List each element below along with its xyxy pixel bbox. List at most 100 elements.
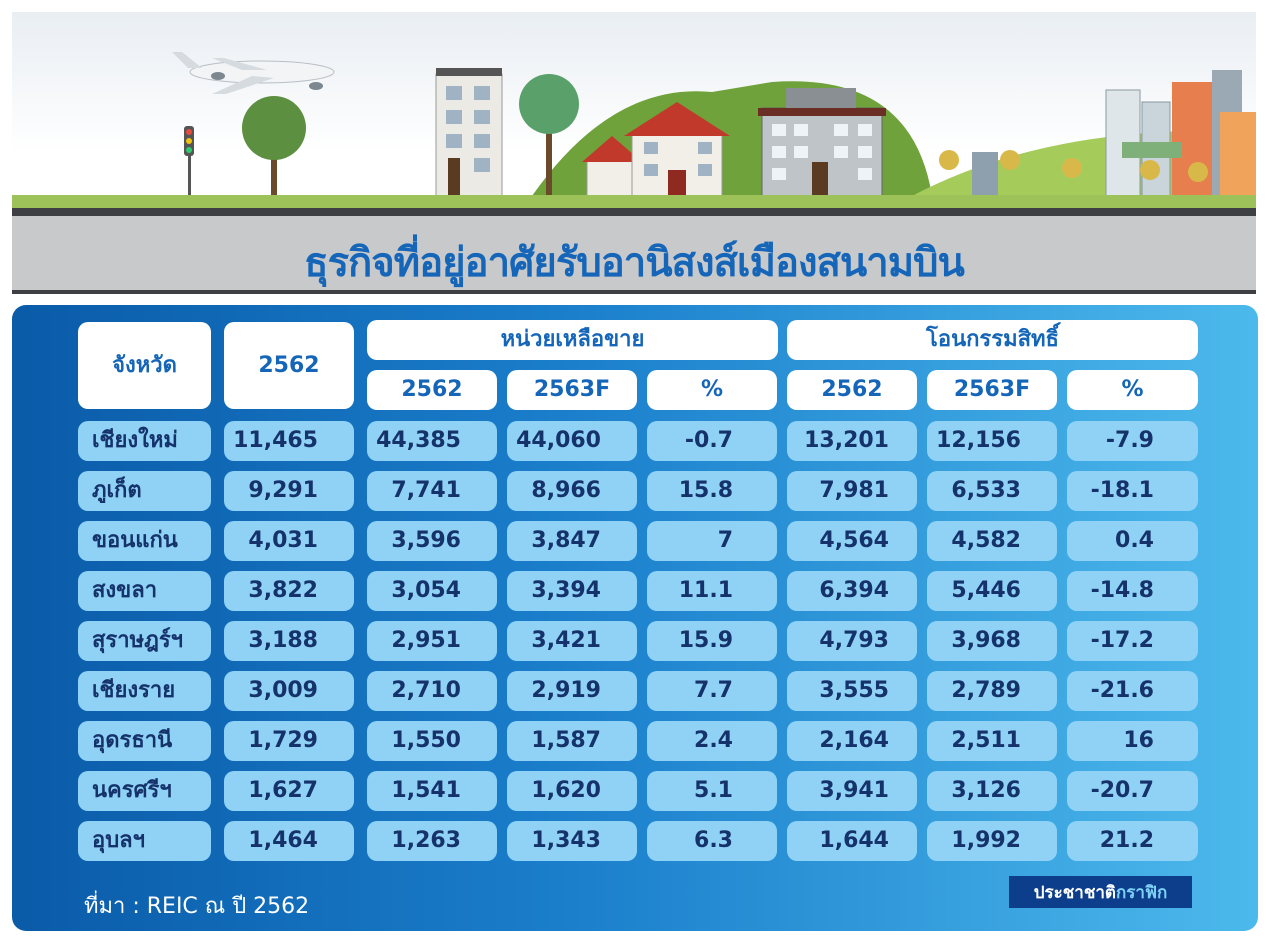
value-cell: 2,951 <box>367 621 497 661</box>
grass-strip <box>12 195 1256 212</box>
source-note: ที่มา : REIC ณ ปี 2562 <box>84 894 310 919</box>
percent-cell: -20.7 <box>1067 771 1198 811</box>
value-cell: 4,582 <box>927 521 1057 561</box>
page-title: ธุรกิจที่อยู่อาศัยรับอานิสงส์เมืองสนามบิ… <box>304 240 965 286</box>
header-transfer-2562: 2562 <box>787 370 917 410</box>
header-unsold-2563f: 2563F <box>507 370 637 410</box>
value-cell: 1,644 <box>787 821 917 861</box>
value-cell: 1,729 <box>224 721 354 761</box>
province-cell: ภูเก็ต <box>78 471 211 511</box>
value-cell: 9,291 <box>224 471 354 511</box>
province-cell: เชียงราย <box>78 671 211 711</box>
percent-cell: 7.7 <box>647 671 777 711</box>
value-cell: 13,201 <box>787 421 917 461</box>
value-cell: 4,564 <box>787 521 917 561</box>
value-cell: 3,968 <box>927 621 1057 661</box>
brand-part1: ประชาชาติ <box>1033 882 1116 903</box>
value-cell: 11,465 <box>224 421 354 461</box>
percent-cell: 0.4 <box>1067 521 1198 561</box>
percent-cell: 5.1 <box>647 771 777 811</box>
apartment-building-icon <box>758 88 886 197</box>
value-cell: 2,919 <box>507 671 637 711</box>
province-cell: อุดรธานี <box>78 721 211 761</box>
percent-cell: 16 <box>1067 721 1198 761</box>
percent-cell: 15.9 <box>647 621 777 661</box>
value-cell: 2,789 <box>927 671 1057 711</box>
value-cell: 1,620 <box>507 771 637 811</box>
tree-icon <box>939 150 1208 182</box>
header-unsold-units: หน่วยเหลือขาย <box>367 320 778 360</box>
value-cell: 7,981 <box>787 471 917 511</box>
value-cell: 3,188 <box>224 621 354 661</box>
cityscape-illustration <box>172 52 1256 197</box>
value-cell: 5,446 <box>927 571 1057 611</box>
percent-cell: -17.2 <box>1067 621 1198 661</box>
header-year-2562: 2562 <box>224 322 354 409</box>
percent-cell: -14.8 <box>1067 571 1198 611</box>
value-cell: 6,533 <box>927 471 1057 511</box>
house-icon <box>582 102 730 197</box>
province-cell: เชียงใหม่ <box>78 421 211 461</box>
value-cell: 4,793 <box>787 621 917 661</box>
tree-icon <box>519 74 579 196</box>
value-cell: 8,966 <box>507 471 637 511</box>
percent-cell: 6.3 <box>647 821 777 861</box>
value-cell: 4,031 <box>224 521 354 561</box>
illustration-banner <box>12 12 1256 212</box>
value-cell: 3,822 <box>224 571 354 611</box>
percent-cell: -21.6 <box>1067 671 1198 711</box>
value-cell: 3,421 <box>507 621 637 661</box>
province-cell: สงขลา <box>78 571 211 611</box>
header-transfer-2563f: 2563F <box>927 370 1057 410</box>
road-strip <box>12 208 1256 216</box>
value-cell: 6,394 <box>787 571 917 611</box>
value-cell: 3,847 <box>507 521 637 561</box>
header-transfer-pct: % <box>1067 370 1198 410</box>
value-cell: 1,541 <box>367 771 497 811</box>
brand-logo: ประชาชาติ กราฟิก <box>1009 876 1192 908</box>
province-cell: ขอนแก่น <box>78 521 211 561</box>
value-cell: 1,992 <box>927 821 1057 861</box>
percent-cell: 11.1 <box>647 571 777 611</box>
value-cell: 3,555 <box>787 671 917 711</box>
header-province: จังหวัด <box>78 322 211 409</box>
traffic-light-icon <box>184 126 194 196</box>
value-cell: 3,941 <box>787 771 917 811</box>
value-cell: 1,263 <box>367 821 497 861</box>
percent-cell: -7.9 <box>1067 421 1198 461</box>
value-cell: 3,596 <box>367 521 497 561</box>
value-cell: 12,156 <box>927 421 1057 461</box>
percent-cell: 2.4 <box>647 721 777 761</box>
value-cell: 1,464 <box>224 821 354 861</box>
city-skyline-icon <box>972 70 1256 197</box>
value-cell: 1,627 <box>224 771 354 811</box>
value-cell: 1,550 <box>367 721 497 761</box>
value-cell: 3,394 <box>507 571 637 611</box>
province-cell: สุราษฎร์ฯ <box>78 621 211 661</box>
header-unsold-pct: % <box>647 370 777 410</box>
value-cell: 44,060 <box>507 421 637 461</box>
value-cell: 1,587 <box>507 721 637 761</box>
value-cell: 2,511 <box>927 721 1057 761</box>
header-ownership-transfer: โอนกรรมสิทธิ์ <box>787 320 1198 360</box>
value-cell: 2,164 <box>787 721 917 761</box>
percent-cell: -18.1 <box>1067 471 1198 511</box>
brand-part2: กราฟิก <box>1115 882 1168 903</box>
value-cell: 1,343 <box>507 821 637 861</box>
percent-cell: -0.7 <box>647 421 777 461</box>
building-icon <box>435 68 503 197</box>
value-cell: 7,741 <box>367 471 497 511</box>
value-cell: 3,054 <box>367 571 497 611</box>
percent-cell: 7 <box>647 521 777 561</box>
value-cell: 44,385 <box>367 421 497 461</box>
tree-icon <box>242 96 306 196</box>
value-cell: 3,009 <box>224 671 354 711</box>
value-cell: 3,126 <box>927 771 1057 811</box>
airplane-icon <box>172 52 335 94</box>
header-unsold-2562: 2562 <box>367 370 497 410</box>
value-cell: 2,710 <box>367 671 497 711</box>
percent-cell: 21.2 <box>1067 821 1198 861</box>
percent-cell: 15.8 <box>647 471 777 511</box>
province-cell: นครศรีฯ <box>78 771 211 811</box>
province-cell: อุบลฯ <box>78 821 211 861</box>
